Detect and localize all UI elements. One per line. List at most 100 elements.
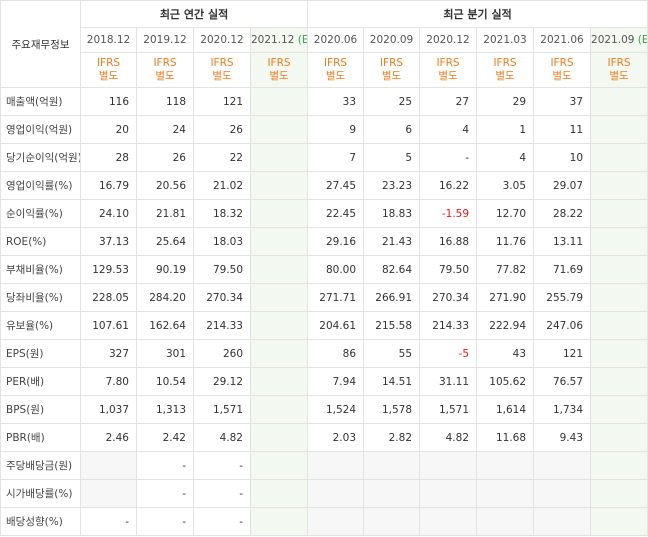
annual-value <box>249 451 309 480</box>
quarter-value: 271.90 <box>476 283 535 312</box>
ifrs-label: IFRS 별도 <box>136 52 194 88</box>
quarter-value <box>590 339 648 368</box>
quarter-value: 247.06 <box>533 311 592 340</box>
annual-value: - <box>193 479 251 508</box>
row-label: 주당배당금(원) <box>0 451 81 480</box>
ifrs-label: IFRS 별도 <box>80 52 137 88</box>
row-label: EPS(원) <box>0 339 81 368</box>
annual-value: 214.33 <box>193 311 251 340</box>
quarter-value: 21.43 <box>363 227 421 256</box>
quarter-value: 6 <box>363 115 421 144</box>
row-label: ROE(%) <box>0 227 81 256</box>
quarter-value <box>419 507 478 536</box>
annual-value: 270.34 <box>193 283 251 312</box>
quarter-value <box>533 507 592 536</box>
date-text: 2021.12 <box>251 34 295 46</box>
table-row: 배당성향(%) - - - <box>0 507 648 536</box>
ifrs-line1: IFRS <box>153 57 177 69</box>
quarter-value: 271.71 <box>307 283 365 312</box>
annual-value: 28 <box>80 143 137 172</box>
table-row: 당기순이익(억원) 28 26 22 7 5-4 10 <box>0 143 648 172</box>
annual-value: 121 <box>193 87 251 116</box>
annual-value: 129.53 <box>80 255 137 284</box>
quarter-value <box>307 507 365 536</box>
table-row: 주당배당금(원) - - <box>0 451 648 480</box>
row-label: 유보율(%) <box>0 311 81 340</box>
annual-value <box>249 255 309 284</box>
quarter-value: 13.11 <box>533 227 592 256</box>
quarter-value <box>590 227 648 256</box>
table-row: 부채비율(%) 129.53 90.19 79.50 80.00 82.64 79.50 77… <box>0 255 648 284</box>
quarter-value: 266.91 <box>363 283 421 312</box>
row-label: PBR(배) <box>0 423 81 452</box>
quarter-value <box>533 451 592 480</box>
ifrs-line2: 별도 <box>212 70 232 82</box>
annual-value: 1,313 <box>136 395 194 424</box>
ifrs-line2: 별도 <box>269 70 289 82</box>
ifrs-label: IFRS 별도 <box>363 52 421 88</box>
annual-value <box>249 115 309 144</box>
annual-value <box>249 367 309 396</box>
quarter-value: 214.33 <box>419 311 478 340</box>
ifrs-line2: 별도 <box>495 70 515 82</box>
quarter-value <box>476 507 535 536</box>
annual-date: 2018.12 <box>80 27 137 53</box>
annual-date: 2020.12 <box>193 27 251 53</box>
ifrs-line1: IFRS <box>436 57 460 69</box>
quarter-date-estimate: 2021.09 (E) <box>590 27 648 53</box>
annual-value: 24 <box>136 115 194 144</box>
ifrs-line2: 별도 <box>381 70 402 82</box>
ifrs-line1: IFRS <box>267 57 291 69</box>
annual-value: 301 <box>136 339 194 368</box>
ifrs-label: IFRS 별도 <box>249 52 309 88</box>
annual-value: 79.50 <box>193 255 251 284</box>
quarter-value <box>307 451 365 480</box>
row-label: 영업이익(억원) <box>0 115 81 144</box>
table-row: 매출액(억원) 116 118 121 33 25 27 29 37 <box>0 87 648 116</box>
annual-value: 260 <box>193 339 251 368</box>
row-label: 당기순이익(억원) <box>0 143 81 172</box>
annual-value <box>249 199 309 228</box>
table-row: 영업이익(억원) 20 24 26 9 6 4 1 11 <box>0 115 648 144</box>
quarter-value: 31.11 <box>419 367 478 396</box>
quarter-date: 2020.12 <box>419 27 478 53</box>
annual-value: 162.64 <box>136 311 194 340</box>
quarter-value <box>590 143 648 172</box>
ifrs-label: IFRS 별도 <box>419 52 478 88</box>
quarter-value: 16.22 <box>419 171 478 200</box>
annual-date-estimate: 2021.12 (E) <box>249 27 309 53</box>
annual-value: 118 <box>136 87 194 116</box>
quarter-value: 3.05 <box>476 171 535 200</box>
quarter-value <box>363 507 421 536</box>
quarter-group-title: 최근 분기 실적 <box>307 0 648 28</box>
ifrs-line1: IFRS <box>379 57 404 69</box>
quarter-value: 4 <box>419 115 478 144</box>
quarter-value: 37 <box>533 87 592 116</box>
annual-value <box>80 479 137 508</box>
quarter-value <box>476 451 535 480</box>
table-row: PBR(배) 2.46 2.42 4.82 2.03 2.82 4.82 11.68 9.43 <box>0 423 648 452</box>
quarter-value: 43 <box>476 339 535 368</box>
ifrs-line2: 별도 <box>325 70 346 82</box>
table-row: 영업이익률(%) 16.79 20.56 21.02 27.45 23.23 16.22 3.… <box>0 171 648 200</box>
estimate-mark: (E) <box>297 34 307 46</box>
quarter-value: 1,578 <box>363 395 421 424</box>
quarter-value: 18.83 <box>363 199 421 228</box>
quarter-value: 4.82 <box>419 423 478 452</box>
quarter-value: 82.64 <box>363 255 421 284</box>
ifrs-line1: IFRS <box>493 57 517 69</box>
quarter-value: 29.07 <box>533 171 592 200</box>
quarter-value <box>590 87 648 116</box>
annual-value: - <box>136 479 194 508</box>
annual-value <box>249 143 309 172</box>
quarter-value <box>590 451 648 480</box>
row-label: 매출액(억원) <box>0 87 81 116</box>
annual-value: 18.03 <box>193 227 251 256</box>
quarter-value: 11.76 <box>476 227 535 256</box>
quarter-value <box>590 171 648 200</box>
annual-value: - <box>193 507 251 536</box>
quarter-value: 270.34 <box>419 283 478 312</box>
annual-value <box>80 451 137 480</box>
quarter-value <box>590 507 648 536</box>
quarter-value: 2.82 <box>363 423 421 452</box>
